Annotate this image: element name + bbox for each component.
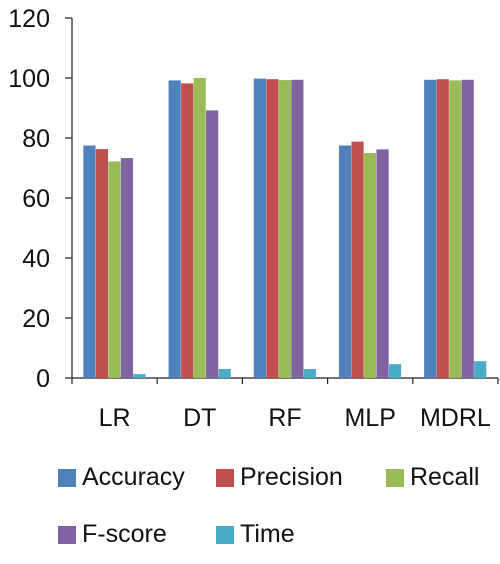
bar-lr-f-score: [120, 158, 134, 378]
y-tick-label: 40: [22, 245, 50, 273]
y-tick-label: 60: [22, 185, 50, 213]
y-tick-label: 0: [36, 365, 50, 393]
bar-mlp-accuracy: [338, 145, 352, 378]
x-tick-label-dt: DT: [183, 404, 216, 432]
bar-dt-accuracy: [168, 80, 181, 379]
legend-swatch-time: [216, 526, 234, 544]
legend-swatch-recall: [386, 469, 404, 487]
x-axis: LR DT RF MLP MDRL: [71, 377, 499, 432]
bar-mdrl-time: [474, 361, 487, 378]
x-tick-label-mdrl: MDRL: [420, 404, 491, 432]
legend-swatch-f-score: [58, 526, 76, 544]
x-tick-label-lr: LR: [99, 404, 131, 432]
bar-rf-precision: [266, 79, 279, 378]
bar-dt-time: [218, 369, 231, 378]
y-tick-label: 120: [8, 5, 50, 33]
bar-mlp-recall: [363, 153, 377, 378]
bar-rf-recall: [278, 80, 291, 378]
bars: [83, 78, 487, 379]
legend-item-recall: Recall: [386, 463, 479, 491]
bar-mdrl-precision: [436, 79, 449, 378]
x-tick-label-mlp: MLP: [344, 404, 395, 432]
bar-mdrl-accuracy: [424, 79, 437, 379]
y-tick-label: 20: [22, 305, 50, 333]
bar-rf-accuracy: [253, 78, 266, 378]
legend-item-accuracy: Accuracy: [58, 463, 185, 491]
legend-item-time: Time: [216, 520, 295, 548]
bar-mlp-time: [388, 364, 402, 378]
bar-dt-recall: [193, 78, 206, 378]
legend-item-f-score: F-score: [58, 520, 167, 548]
legend-label-f-score: F-score: [82, 520, 167, 548]
bar-lr-accuracy: [83, 145, 96, 378]
legend-label-precision: Precision: [240, 463, 343, 491]
bar-lr-time: [133, 374, 146, 378]
legend-label-time: Time: [240, 520, 295, 548]
bar-dt-precision: [181, 83, 194, 379]
legend-label-accuracy: Accuracy: [82, 463, 185, 491]
legend-swatch-accuracy: [58, 469, 76, 487]
x-tick-label-rf: RF: [268, 404, 301, 432]
bar-mdrl-recall: [449, 80, 462, 379]
bar-dt-f-score: [206, 110, 219, 379]
y-tick-label: 80: [22, 125, 50, 153]
bar-lr-precision: [95, 149, 109, 378]
bar-mdrl-f-score: [461, 79, 474, 379]
legend-item-precision: Precision: [216, 463, 343, 491]
y-tick-label: 100: [8, 65, 50, 93]
bar-rf-f-score: [291, 79, 304, 379]
bar-mlp-precision: [351, 141, 364, 378]
bar-rf-time: [303, 369, 316, 378]
legend: Accuracy Precision Recall F-score Time: [58, 463, 479, 548]
y-axis: 0 20 40 60 80 100 120: [8, 5, 73, 393]
bar-mlp-f-score: [376, 149, 389, 378]
legend-label-recall: Recall: [410, 463, 479, 491]
bar-lr-recall: [108, 161, 121, 378]
legend-swatch-precision: [216, 469, 234, 487]
